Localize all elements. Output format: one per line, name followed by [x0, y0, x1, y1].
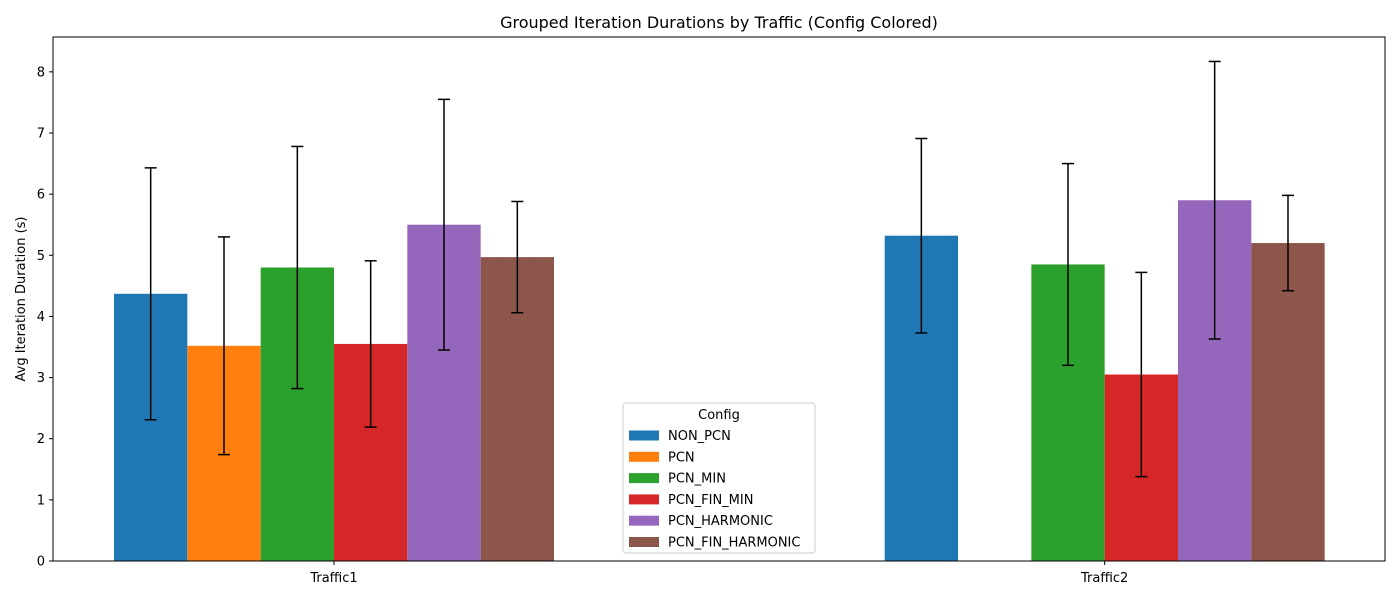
legend-label: PCN_MIN [668, 472, 726, 487]
error-bar-non-pcn-traffic1 [144, 167, 157, 421]
legend-item-pcn-min: PCN_MIN [629, 472, 726, 487]
y-tick-label: 5 [37, 249, 45, 264]
error-bar-non-pcn-traffic2 [915, 137, 928, 334]
legend-label: PCN [668, 450, 695, 465]
y-axis: 0 1 2 3 4 5 6 7 8 [37, 65, 53, 570]
legend-swatch [629, 430, 659, 441]
y-tick-label: 0 [37, 555, 45, 570]
chart-title: Grouped Iteration Durations by Traffic (… [500, 13, 938, 32]
error-bar-pcn-harmonic-traffic2 [1208, 60, 1221, 340]
error-bar-pcn-min-traffic2 [1062, 162, 1075, 367]
x-axis: Traffic1 Traffic2 [309, 561, 1128, 586]
legend: Config NON_PCN PCN PCN_MIN PCN_FIN_MIN PCN_HA… [622, 402, 816, 554]
legend-label: PCN_HARMONIC [668, 514, 773, 529]
error-bar-pcn-traffic1 [218, 236, 231, 456]
error-bars-layer [144, 60, 1294, 478]
bars-layer [114, 200, 1325, 562]
bar-pcn-fin-harmonic-traffic2 [1251, 243, 1325, 561]
legend-item-non-pcn: NON_PCN [629, 429, 731, 444]
y-tick-label: 1 [37, 493, 45, 508]
y-tick-label: 6 [37, 188, 45, 203]
legend-item-pcn-fin-min: PCN_FIN_MIN [629, 493, 753, 508]
legend-swatch [629, 515, 659, 526]
x-tick-label-traffic1: Traffic1 [309, 571, 357, 586]
error-bar-pcn-min-traffic1 [291, 145, 304, 390]
legend-swatch [629, 451, 659, 462]
y-tick-label: 3 [37, 371, 45, 386]
error-bar-pcn-fin-min-traffic1 [364, 260, 377, 428]
legend-box [622, 402, 816, 554]
legend-item-pcn-harmonic: PCN_HARMONIC [629, 514, 773, 529]
y-tick-label: 4 [37, 310, 45, 325]
legend-label: PCN_FIN_HARMONIC [668, 536, 800, 551]
error-bar-pcn-fin-harmonic-traffic1 [511, 200, 524, 314]
legend-item-pcn: PCN [629, 450, 695, 465]
y-tick-label: 8 [37, 65, 45, 80]
y-tick-label: 2 [37, 432, 45, 447]
y-tick-label: 7 [37, 126, 45, 141]
x-tick-label-traffic2: Traffic2 [1080, 571, 1128, 586]
error-bar-pcn-fin-harmonic-traffic2 [1281, 194, 1294, 292]
legend-swatch [629, 537, 659, 547]
error-bar-pcn-harmonic-traffic1 [437, 98, 450, 351]
y-axis-label: Avg Iteration Duration (s) [14, 217, 29, 382]
legend-swatch [629, 473, 659, 484]
legend-item-pcn-fin-harmonic: PCN_FIN_HARMONIC [629, 536, 800, 551]
legend-label: PCN_FIN_MIN [668, 493, 753, 508]
error-bar-pcn-fin-min-traffic2 [1135, 271, 1148, 478]
legend-swatch [629, 494, 659, 505]
legend-title: Config [698, 408, 740, 423]
plot-area-frame [52, 36, 1386, 562]
legend-label: NON_PCN [668, 429, 731, 444]
